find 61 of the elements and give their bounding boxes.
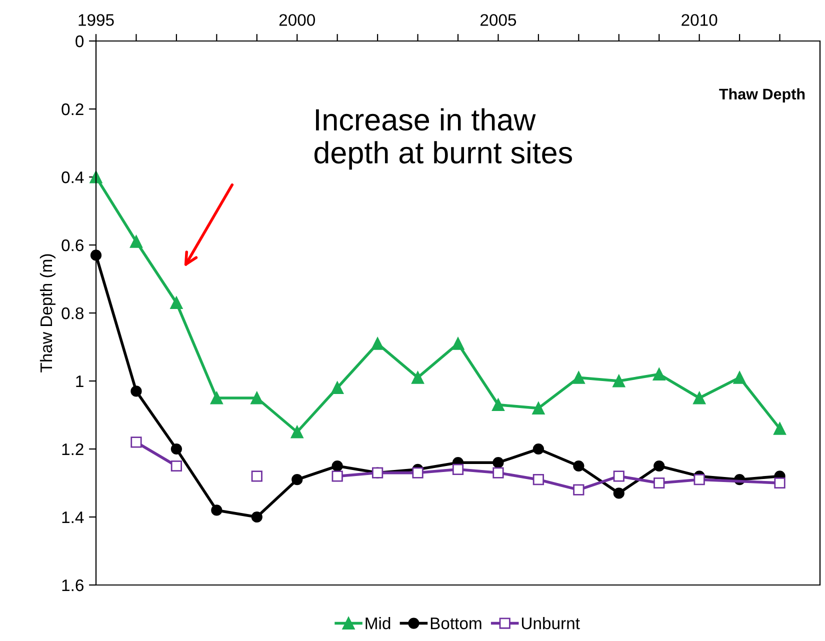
point bbox=[492, 398, 504, 412]
point bbox=[170, 460, 182, 472]
point bbox=[211, 504, 222, 516]
point bbox=[290, 426, 304, 438]
point bbox=[170, 443, 182, 455]
point bbox=[90, 250, 102, 261]
y-tick-label: 1 bbox=[76, 376, 84, 388]
x-tick-label: 1995 bbox=[78, 14, 114, 26]
point bbox=[612, 374, 626, 388]
x-tick-label: 2005 bbox=[480, 14, 516, 26]
point bbox=[452, 464, 464, 475]
y-tick-label: 1.6 bbox=[62, 579, 84, 592]
point bbox=[733, 371, 746, 384]
point bbox=[774, 422, 786, 435]
point bbox=[572, 371, 585, 384]
point bbox=[292, 474, 303, 486]
x-tick-label: 2010 bbox=[682, 14, 718, 26]
point bbox=[371, 337, 384, 350]
point bbox=[210, 392, 223, 404]
point bbox=[654, 477, 665, 489]
point bbox=[412, 371, 424, 384]
point bbox=[694, 474, 705, 486]
point bbox=[613, 488, 624, 499]
point bbox=[412, 467, 424, 478]
y-tick-label: 1.2 bbox=[62, 443, 84, 456]
point bbox=[251, 511, 262, 523]
y-tick-label: 0.6 bbox=[62, 239, 84, 252]
point bbox=[492, 467, 504, 478]
x-tick-label: 2000 bbox=[279, 14, 315, 26]
point bbox=[613, 470, 624, 482]
point bbox=[652, 368, 666, 380]
point bbox=[492, 457, 504, 468]
point bbox=[532, 474, 544, 486]
point bbox=[452, 337, 464, 350]
y-tick-label: 0.8 bbox=[62, 307, 84, 320]
point bbox=[693, 392, 706, 404]
point bbox=[170, 296, 183, 310]
point bbox=[532, 402, 545, 414]
point bbox=[332, 460, 343, 472]
annotation: Increase in thaw depth at burnt sites bbox=[314, 108, 572, 170]
point bbox=[654, 460, 665, 472]
point bbox=[573, 460, 584, 472]
y-tick-label: 1.4 bbox=[62, 512, 84, 524]
point bbox=[90, 170, 102, 184]
legend-label: Bottom bbox=[430, 618, 482, 630]
legend-label: Mid bbox=[366, 617, 390, 630]
point bbox=[573, 484, 584, 496]
point bbox=[130, 436, 142, 448]
legend-label: Unburnt bbox=[522, 617, 580, 630]
y-tick-label: 0.4 bbox=[62, 171, 84, 184]
point bbox=[532, 443, 544, 455]
point bbox=[331, 382, 344, 394]
point bbox=[130, 386, 142, 397]
y-tick-label: 0 bbox=[76, 35, 84, 48]
point bbox=[250, 392, 264, 404]
y-axis-title: Thaw Depth (m) bbox=[40, 254, 56, 372]
y-tick-label: 0.2 bbox=[62, 103, 84, 116]
point bbox=[332, 470, 343, 482]
point bbox=[130, 235, 142, 248]
point bbox=[774, 477, 786, 489]
text: Thaw Depth bbox=[719, 88, 805, 103]
